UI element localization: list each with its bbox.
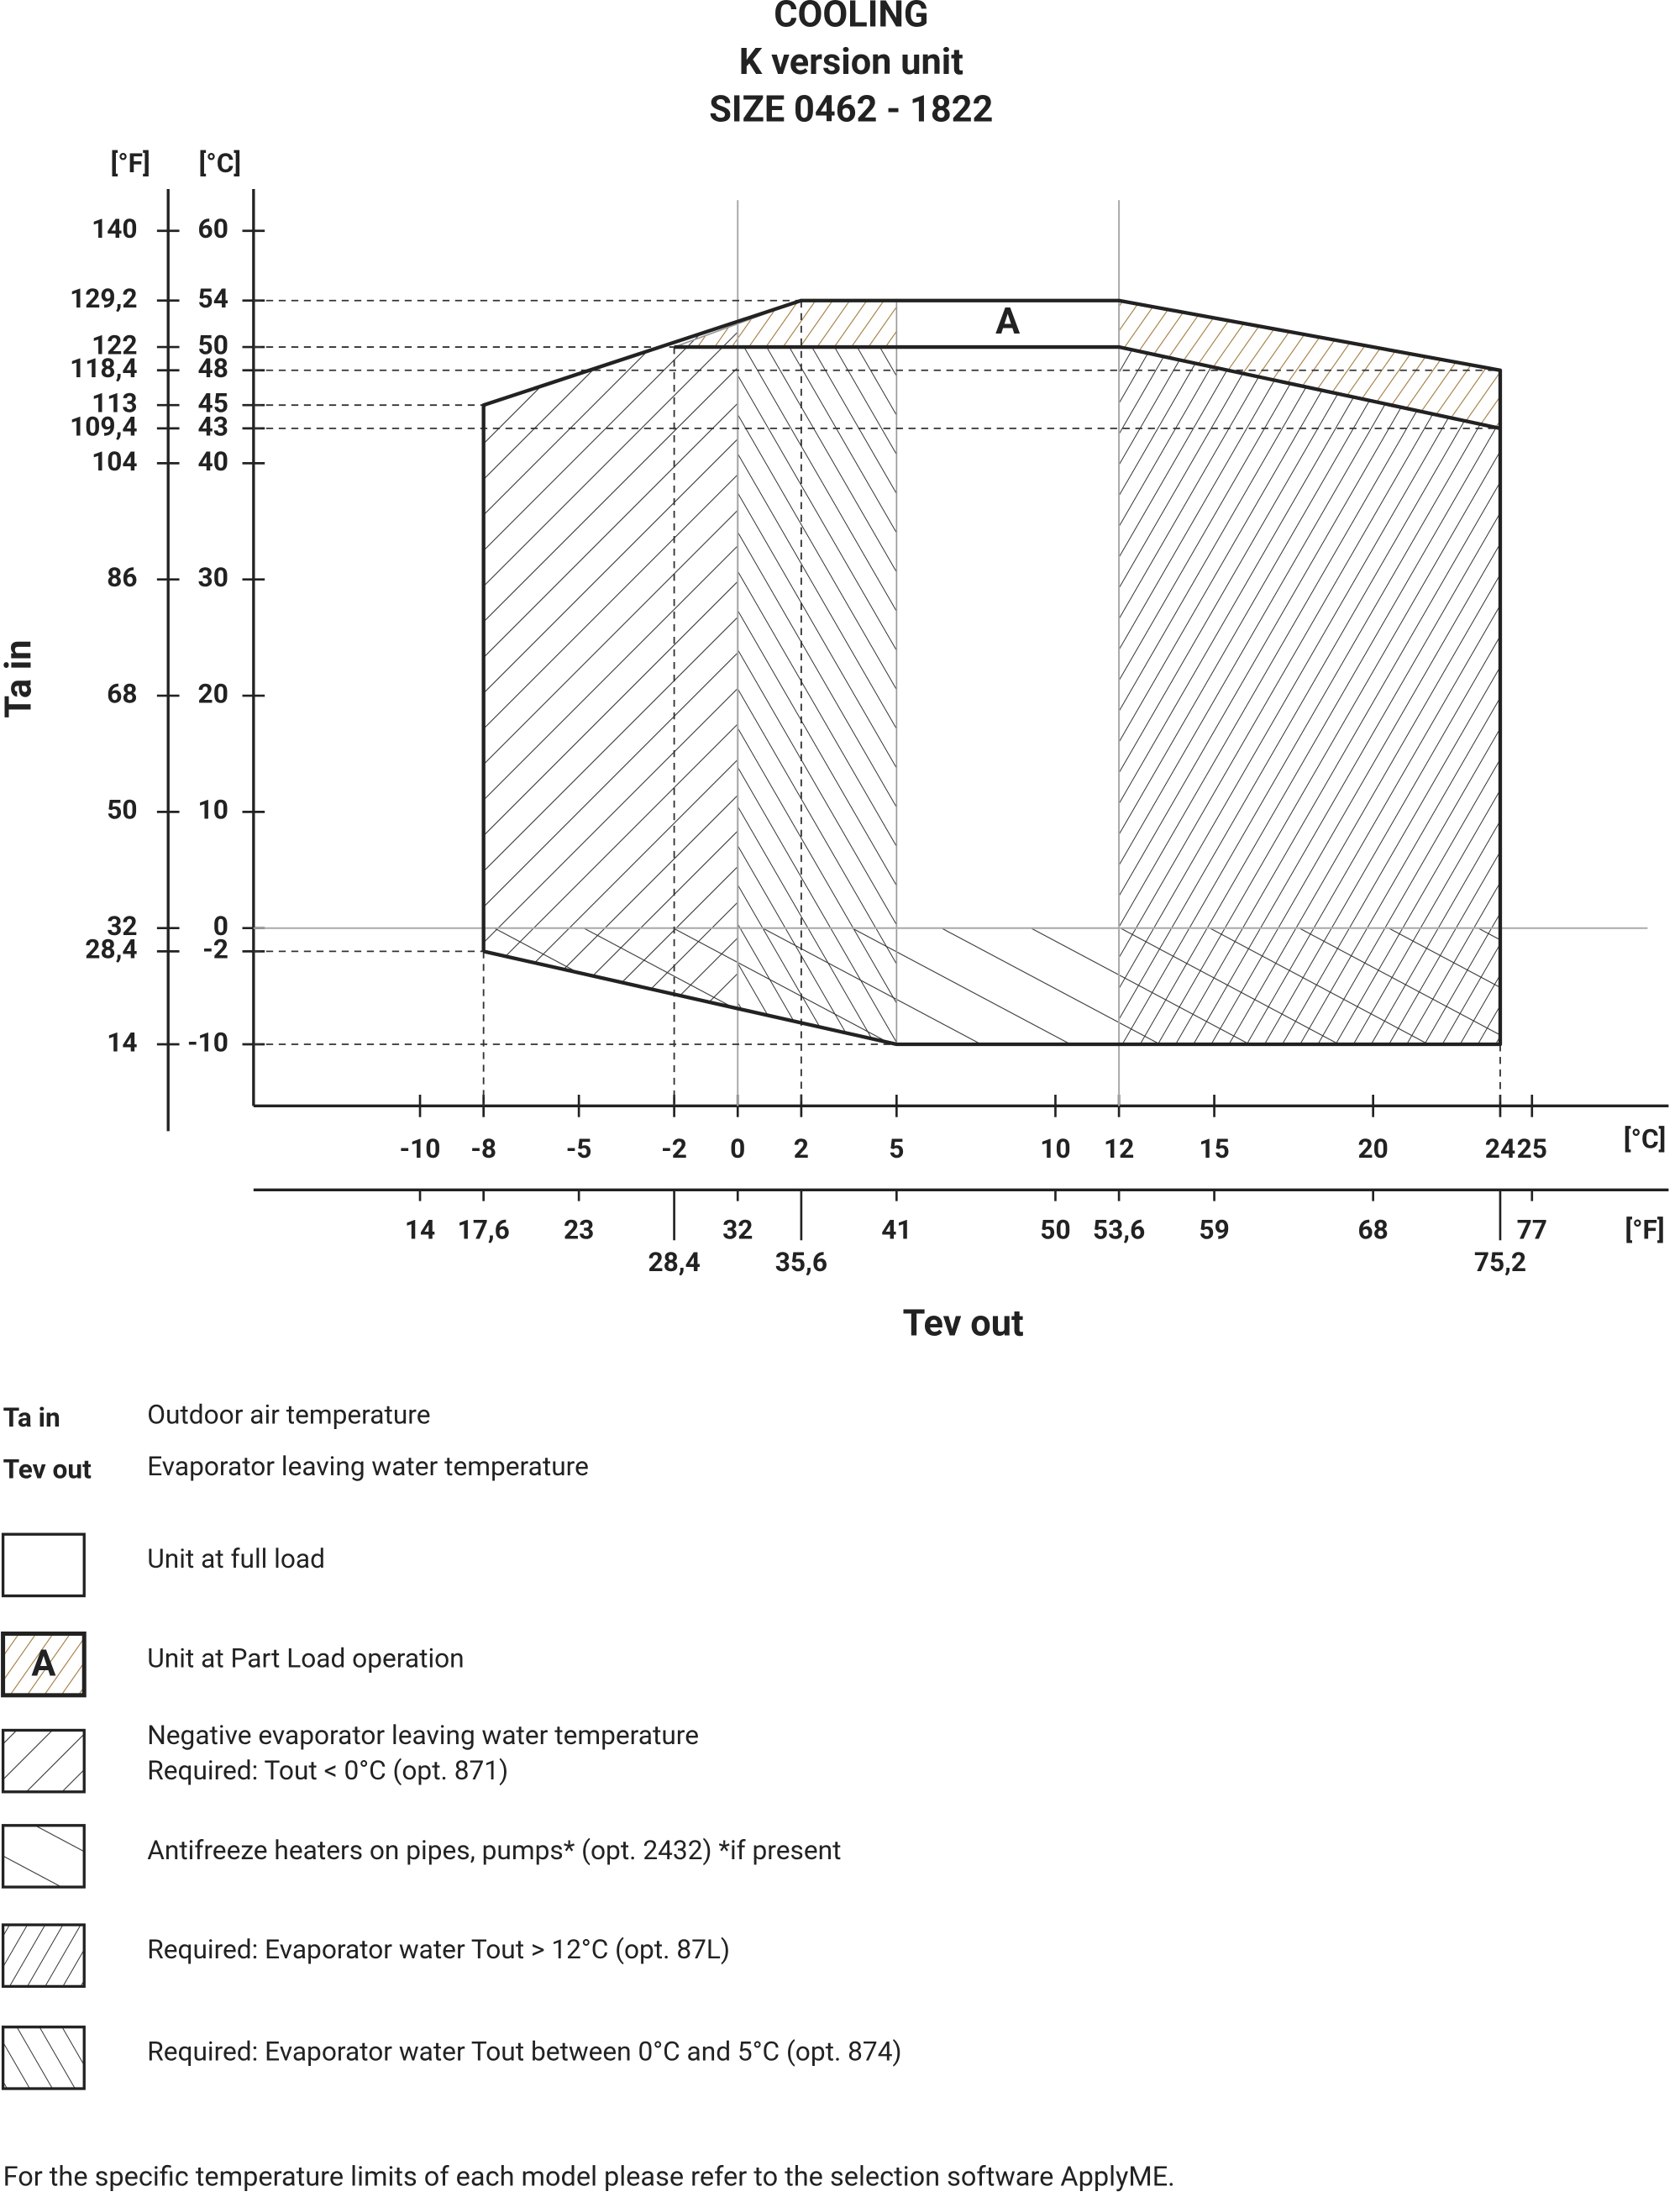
y-tick-label: 0 [213,911,228,942]
y2-tick-label: 122 [92,329,137,360]
legend-label: Required: Evaporator water Tout > 12°C (… [147,1934,730,1965]
legend-label: Unit at Part Load operation [147,1643,464,1674]
y-tick-label: 54 [198,283,228,314]
subtitle: K version unit [739,40,963,83]
x2-tick-label: 50 [1040,1215,1070,1246]
x-tick-label: 0 [730,1133,745,1164]
legend-label: Antifreeze heaters on pipes, pumps* (opt… [147,1835,841,1866]
region-high [1118,346,1501,1045]
envelope-outline [481,298,1503,1047]
legend-label: Unit at full load [147,1543,325,1574]
x-tick-label: 24 [1485,1133,1515,1164]
legend-swatch [1,1728,86,1794]
footnote: For the specific temperature limits of e… [3,2160,1175,2192]
legend-swatch [1,1632,87,1698]
subtitle: SIZE 0462 - 1822 [709,88,993,131]
definition-term: Ta in [3,1402,60,1433]
x-unit: [°C] [1624,1123,1666,1154]
x2-tick-label: 68 [1358,1215,1389,1246]
x-tick-label: 25 [1517,1133,1547,1164]
legend: Unit at full load A Unit at Part Load oper… [1,1532,902,2090]
definition-text: Outdoor air temperature [147,1400,430,1431]
y-tick-label: 60 [198,213,228,244]
x-tick-label: 20 [1358,1133,1389,1164]
legend-label: Required: Evaporator water Tout between … [147,2036,901,2068]
x2-tick-label: 23 [564,1215,594,1246]
y-tick-label: 30 [198,562,228,593]
region-neg [482,320,739,1010]
y2-tick-label: 14 [107,1027,137,1058]
x-tick-label: -10 [400,1133,441,1164]
y2-tick-label: 104 [92,446,137,477]
x2-tick-label: 41 [881,1215,911,1246]
y-tick-label: 20 [198,678,228,709]
y-tick-label: 10 [198,795,228,826]
part-load-limit [674,344,1501,431]
legend-swatch [1,2026,86,2090]
legend-label: Negative evaporator leaving water temper… [147,1720,699,1751]
x-axis-title: Tev out [903,1301,1024,1344]
x2-tick-label: 59 [1199,1215,1229,1246]
x-tick-label: 10 [1040,1133,1070,1164]
y2-tick-label: 86 [107,562,137,593]
y-tick-label: 45 [198,388,228,419]
legend-swatch [1,1532,86,1598]
x2-tick-label: 14 [405,1215,435,1246]
x2-tick-label: 77 [1517,1215,1547,1246]
legend-swatch [1,1824,86,1889]
y2-tick-label: 68 [107,678,137,709]
y2-tick-label: 113 [92,388,137,419]
x2-tick-label: 28,4 [648,1247,700,1278]
legend-swatch [1,1923,86,1989]
y2-unit: [°F] [111,148,150,179]
x2-tick-label: 35,6 [775,1247,827,1278]
x2-tick-label: 75,2 [1474,1247,1526,1278]
y-tick-label: 50 [198,329,228,360]
definition-text: Evaporator leaving water temperature [147,1451,589,1482]
y-tick-label: -10 [187,1027,228,1058]
x-tick-label: -5 [566,1133,592,1164]
x2-tick-label: 32 [722,1215,753,1246]
y2-tick-label: 50 [107,795,137,826]
definition-term: Tev out [3,1454,92,1485]
x-tick-label: -8 [470,1133,496,1164]
x-tick-label: 5 [889,1133,904,1164]
x-tick-label: 15 [1199,1133,1229,1164]
title: COOLING [774,0,928,35]
y-tick-label: -2 [202,934,228,965]
y2-tick-label: 28,4 [85,934,137,965]
legend-symbol: A [31,1642,55,1684]
legend-label: Required: Tout < 0°C (opt. 871) [147,1755,508,1786]
y2-tick-label: 109,4 [70,411,137,442]
region-zero5 [737,346,898,1046]
x-tick-label: 2 [794,1133,809,1164]
x2-unit: [°F] [1625,1215,1664,1246]
y2-tick-label: 129,2 [70,283,137,314]
y-unit: [°C] [199,148,241,179]
x2-tick-label: 17,6 [458,1215,510,1246]
y2-tick-label: 140 [92,213,137,244]
y-axis-title: Ta in [0,639,40,717]
x-tick-label: -2 [661,1133,687,1164]
x-tick-label: 12 [1104,1133,1134,1164]
y2-tick-label: 118,4 [70,353,137,384]
y-tick-label: 48 [198,353,228,384]
plot: 605450484543403020100-2-10140129,2122118… [70,188,1669,1278]
y-tick-label: 43 [198,411,228,442]
y-tick-label: 40 [198,446,228,477]
x2-tick-label: 53,6 [1093,1215,1145,1246]
y2-tick-label: 32 [107,911,137,942]
region-label: A [995,300,1020,343]
